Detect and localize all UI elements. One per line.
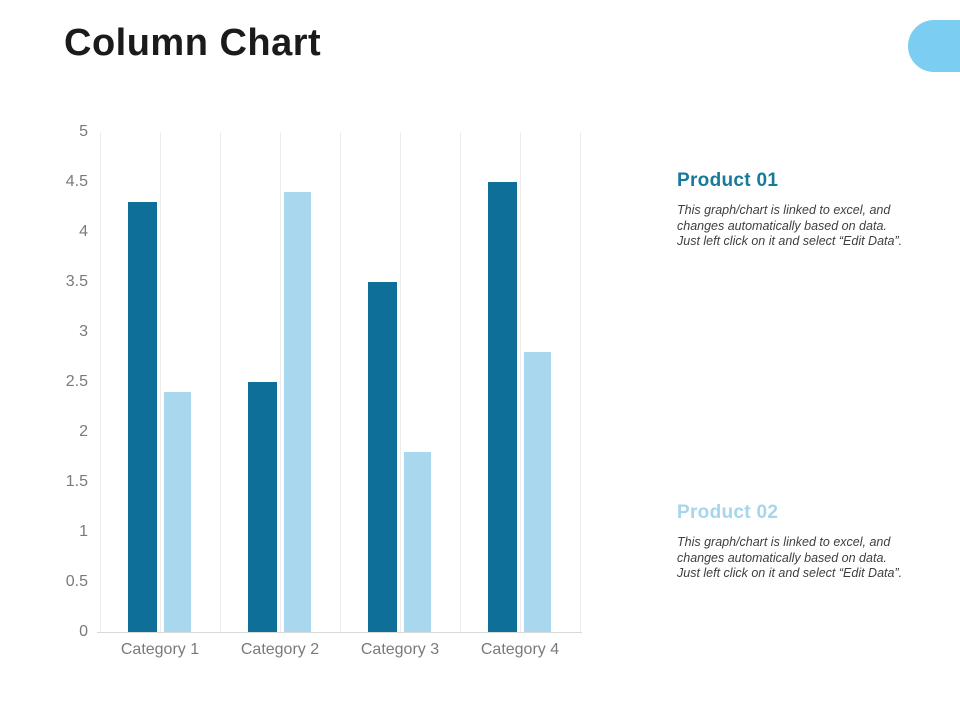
product-02-heading: Product 02 (677, 502, 779, 523)
description-line: This graph/chart is linked to excel, and (677, 535, 891, 549)
y-tick-label: 0.5 (65, 573, 88, 590)
y-tick-label: 3 (79, 323, 88, 340)
bar-product-02-category-2 (284, 192, 311, 632)
product-01-section: Product 01 This graph/chart is linked to… (677, 170, 939, 250)
vertical-gridline (280, 132, 281, 632)
y-tick-label: 0 (79, 623, 88, 640)
description-line: changes automatically based on data. (677, 218, 887, 233)
product-02-description: This graph/chart is linked to excel, and… (677, 535, 939, 582)
vertical-gridline (340, 132, 341, 632)
bar-product-02-category-3 (404, 452, 431, 632)
bar-product-01-category-4 (488, 182, 517, 632)
x-category-label: Category 3 (360, 641, 440, 658)
x-category-label: Category 1 (120, 641, 200, 658)
y-tick-label: 3.5 (65, 273, 88, 290)
y-tick-label: 5 (79, 123, 88, 140)
y-tick-label: 1 (79, 523, 88, 540)
bar-product-01-category-1 (128, 202, 157, 632)
description-line: Just left click on it and select “Edit D… (677, 566, 903, 580)
description-line: Just left click on it and select “Edit D… (677, 234, 903, 248)
page-title: Column Chart (64, 22, 322, 64)
product-02-section: Product 02 This graph/chart is linked to… (677, 502, 939, 582)
x-category-label: Category 4 (480, 641, 560, 658)
bar-product-01-category-2 (248, 382, 277, 632)
description-line: This graph/chart is linked to excel, and (677, 203, 891, 217)
x-axis-line (97, 632, 582, 633)
chart-plot-area (97, 132, 582, 633)
vertical-gridline (160, 132, 161, 632)
y-tick-label: 2 (79, 423, 88, 440)
vertical-gridline (520, 132, 521, 632)
y-tick-label: 1.5 (65, 473, 88, 490)
y-tick-label: 4 (79, 223, 88, 240)
vertical-gridline (580, 132, 581, 632)
bar-product-02-category-4 (524, 352, 551, 632)
vertical-gridline (400, 132, 401, 632)
y-tick-label: 2.5 (65, 373, 88, 390)
x-category-label: Category 2 (240, 641, 320, 658)
corner-pill-decor (908, 20, 960, 72)
y-tick-label: 4.5 (65, 173, 88, 190)
description-line: changes automatically based on data. (677, 550, 887, 565)
product-01-heading: Product 01 (677, 170, 779, 191)
vertical-gridline (460, 132, 461, 632)
bar-product-02-category-1 (164, 392, 191, 632)
vertical-gridline (220, 132, 221, 632)
bar-product-01-category-3 (368, 282, 397, 632)
vertical-gridline (100, 132, 101, 632)
product-01-description: This graph/chart is linked to excel, and… (677, 203, 939, 250)
